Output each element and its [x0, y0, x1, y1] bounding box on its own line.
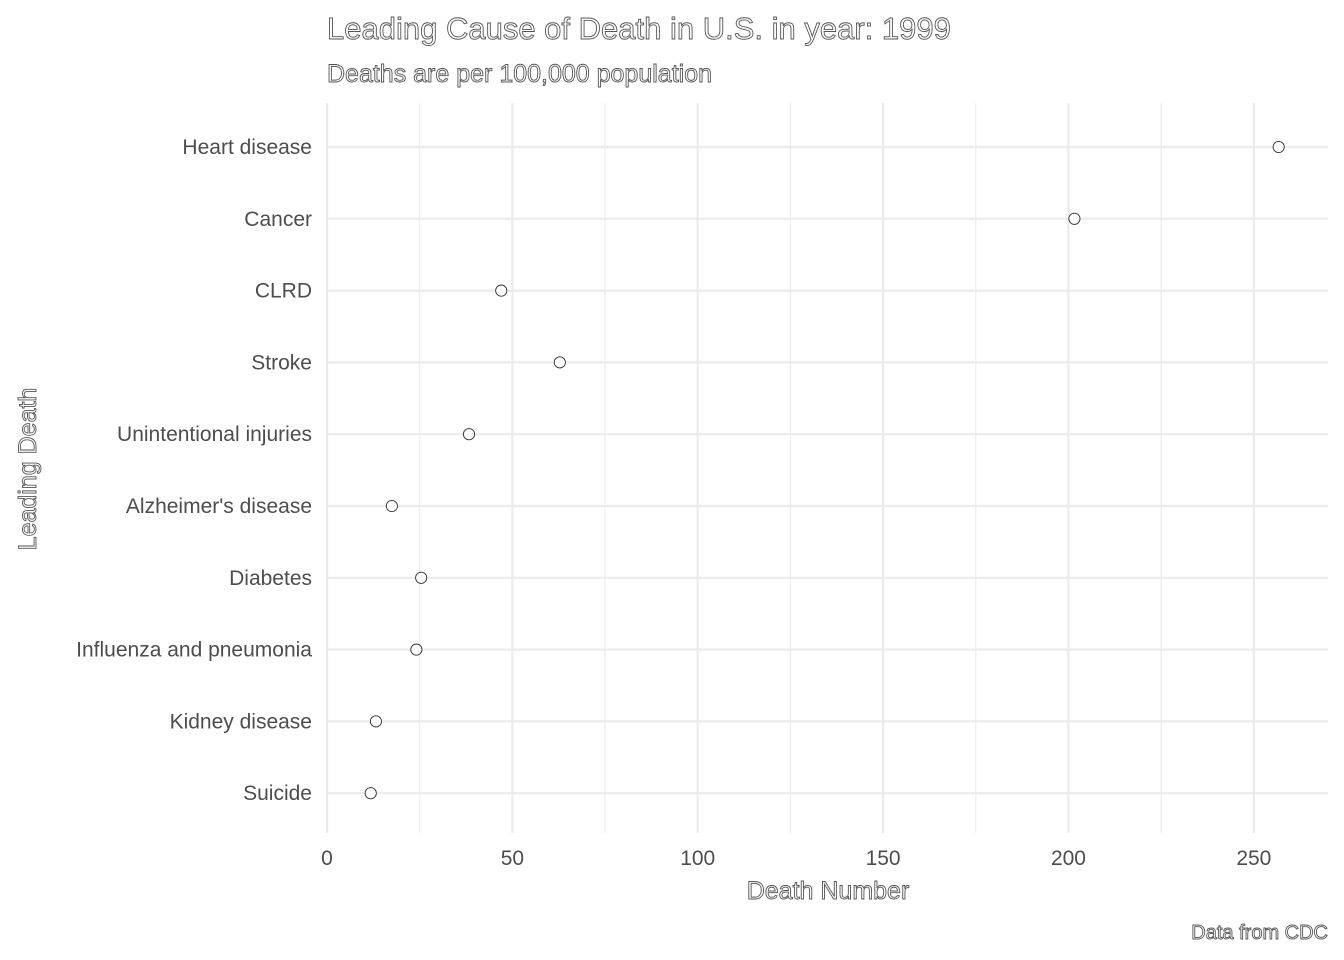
- y-tick-label: Influenza and pneumonia: [76, 639, 312, 662]
- x-axis-tick-labels: 0 50 100 150 200 250: [321, 847, 1271, 870]
- y-axis-title: Leading Death: [14, 388, 42, 551]
- data-point: [1068, 212, 1081, 225]
- data-point: [495, 284, 508, 297]
- data-points: [364, 140, 1285, 800]
- x-axis-title: Death Number: [747, 877, 910, 905]
- x-tick-label: 50: [501, 847, 524, 870]
- y-tick-label: Kidney disease: [170, 710, 312, 733]
- plot-grid: [325, 103, 1328, 833]
- x-tick-label: 250: [1236, 847, 1271, 870]
- y-tick-label: Suicide: [243, 782, 312, 805]
- x-tick-label: 200: [1051, 847, 1086, 870]
- data-point: [462, 428, 476, 441]
- x-tick-label: 0: [321, 847, 333, 870]
- chart-title: Leading Cause of Death in U.S. in year: …: [327, 11, 951, 46]
- x-tick-label: 150: [866, 847, 901, 870]
- data-point: [369, 715, 382, 728]
- data-point: [364, 787, 377, 800]
- y-tick-label: Alzheimer's disease: [126, 495, 312, 518]
- x-tick-label: 100: [680, 847, 715, 870]
- y-axis-tick-labels: Heart disease Cancer CLRD Stroke Unintention…: [76, 136, 312, 805]
- chart-caption: Data from CDC: [1191, 922, 1328, 944]
- y-tick-label: CLRD: [255, 280, 312, 303]
- data-point: [553, 356, 566, 369]
- y-tick-label: Cancer: [244, 208, 312, 231]
- data-point: [415, 571, 428, 584]
- y-tick-label: Stroke: [251, 351, 312, 374]
- data-point: [1272, 140, 1285, 154]
- data-point: [385, 499, 398, 513]
- y-tick-label: Unintentional injuries: [117, 423, 312, 446]
- chart-subtitle: Deaths are per 100,000 population: [327, 60, 712, 88]
- data-point: [410, 643, 423, 656]
- y-tick-label: Heart disease: [182, 136, 312, 159]
- y-tick-label: Diabetes: [229, 567, 312, 590]
